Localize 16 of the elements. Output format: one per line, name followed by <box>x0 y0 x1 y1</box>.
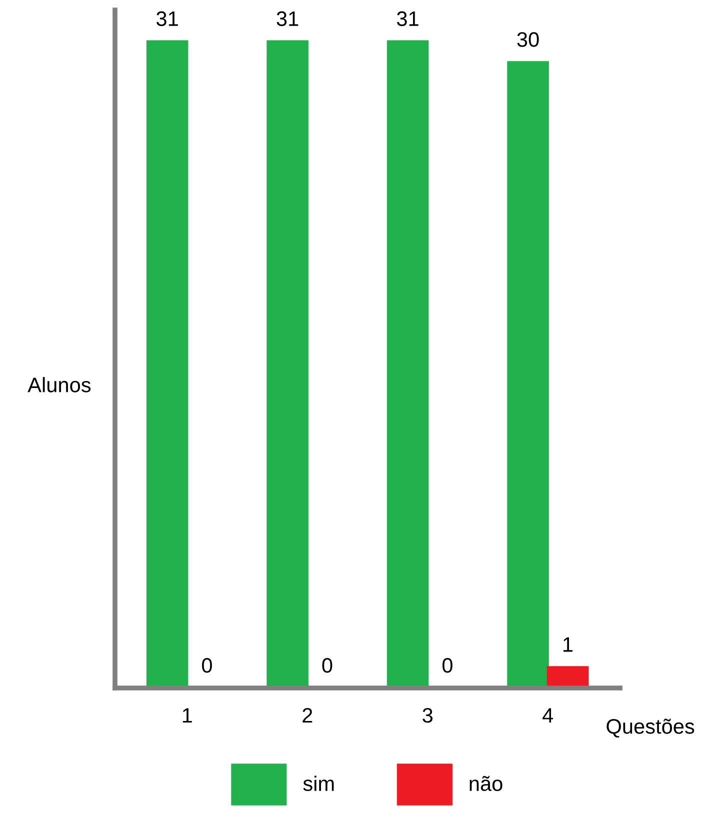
legend-label: sim <box>303 776 334 792</box>
x-tick-label: 1 <box>182 708 192 723</box>
data-label: 31 <box>396 11 418 26</box>
data-label: 31 <box>156 11 178 26</box>
data-label: 1 <box>563 637 572 652</box>
x-axis-title: Questões <box>606 718 694 738</box>
x-tick-label: 4 <box>542 708 554 723</box>
data-label: 31 <box>276 11 298 26</box>
x-tick-label: 3 <box>422 708 432 723</box>
data-label: 0 <box>322 658 332 673</box>
data-label: 0 <box>442 658 452 673</box>
legend-label: não <box>470 776 502 792</box>
data-label: 0 <box>202 658 212 673</box>
x-tick-label: 2 <box>302 708 312 723</box>
data-label: 30 <box>517 32 539 47</box>
y-axis-title: Alunos <box>28 377 91 392</box>
